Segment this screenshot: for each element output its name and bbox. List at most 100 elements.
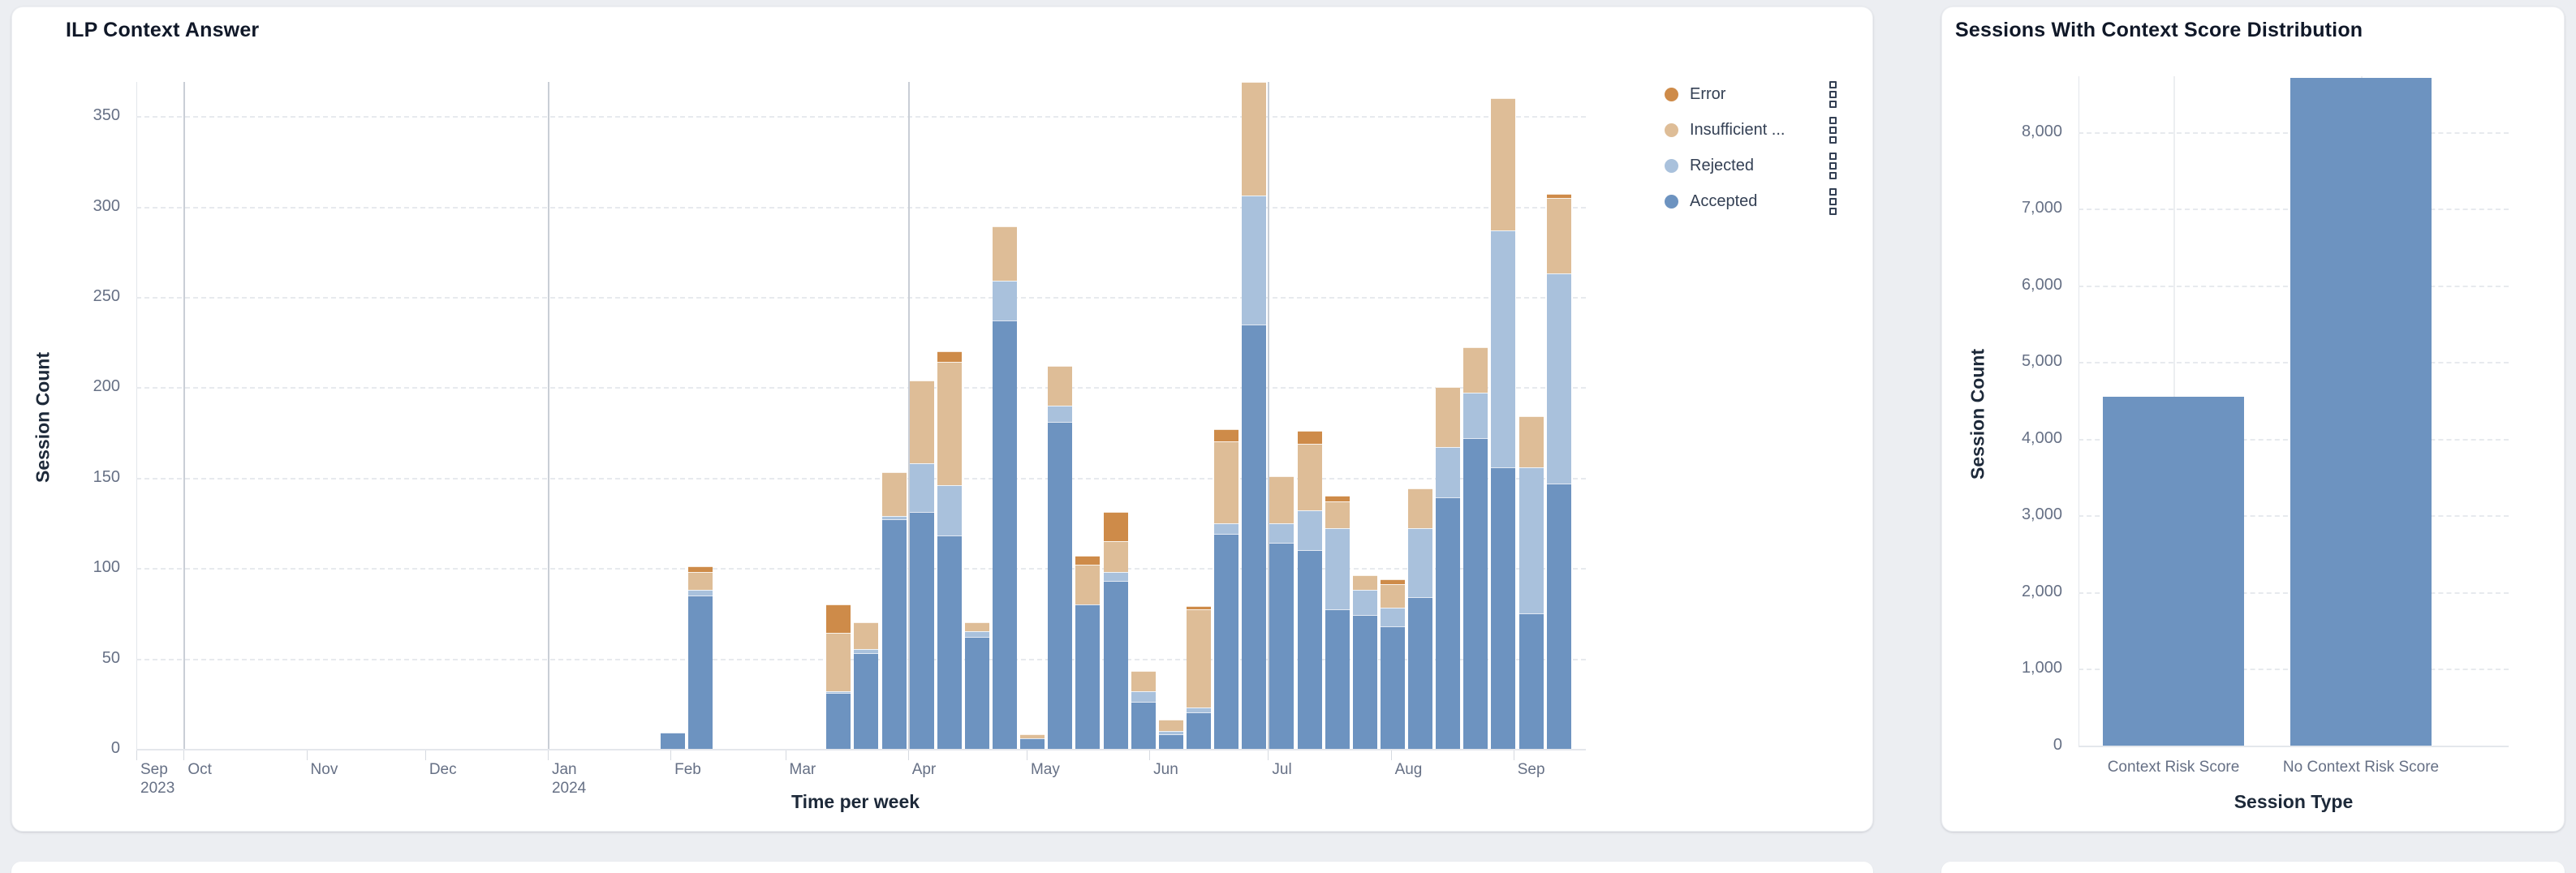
- bar-week-2024-08-26[interactable]: [1491, 98, 1516, 749]
- bar-segment-insufficient[interactable]: [1436, 387, 1461, 447]
- bar-segment-accepted[interactable]: [1214, 533, 1239, 749]
- bar-segment-accepted[interactable]: [1048, 421, 1073, 749]
- bar-segment-accepted[interactable]: [964, 636, 989, 749]
- bar-week-2024-04-01[interactable]: [909, 380, 934, 749]
- bar-segment-error[interactable]: [1187, 606, 1212, 610]
- bar-segment-insufficient[interactable]: [1380, 584, 1405, 609]
- bar-segment-insufficient[interactable]: [1158, 720, 1183, 731]
- bar-segment-insufficient[interactable]: [937, 362, 962, 485]
- bar-segment-accepted[interactable]: [1158, 734, 1183, 749]
- bar-segment-accepted[interactable]: [1491, 467, 1516, 749]
- bar-segment-accepted[interactable]: [1020, 738, 1045, 749]
- bar-segment-rejected[interactable]: [1463, 393, 1488, 438]
- bar-segment-insufficient[interactable]: [1463, 347, 1488, 393]
- bar-segment-insufficient[interactable]: [1020, 734, 1045, 738]
- bar-segment-insufficient[interactable]: [881, 472, 907, 516]
- bar-week-2024-08-05[interactable]: [1408, 488, 1433, 749]
- bar-week-2024-04-15[interactable]: [964, 622, 989, 749]
- legend-item-error[interactable]: Error: [1665, 76, 1837, 112]
- bar-segment-insufficient[interactable]: [1131, 671, 1156, 691]
- bar-segment-rejected[interactable]: [1242, 196, 1267, 325]
- bar-segment-rejected[interactable]: [937, 484, 962, 536]
- bar-segment-insufficient[interactable]: [1103, 540, 1128, 572]
- bar-week-2024-04-29[interactable]: [1020, 734, 1045, 749]
- bar-segment-insufficient[interactable]: [687, 571, 713, 590]
- bar-segment-insufficient[interactable]: [854, 622, 879, 650]
- bar-segment-rejected[interactable]: [1297, 510, 1322, 550]
- bar-segment-rejected[interactable]: [1518, 467, 1544, 613]
- bar-segment-insufficient[interactable]: [1518, 416, 1544, 467]
- bar-week-2024-07-15[interactable]: [1325, 496, 1350, 749]
- bar-segment-accepted[interactable]: [660, 732, 685, 749]
- legend-item-rejected[interactable]: Rejected: [1665, 148, 1837, 183]
- bar-week-2024-05-06[interactable]: [1048, 365, 1073, 749]
- bar-week-2024-09-09[interactable]: [1546, 194, 1571, 749]
- bar-segment-rejected[interactable]: [1352, 589, 1377, 616]
- bar-segment-error[interactable]: [1297, 430, 1322, 444]
- bar-segment-rejected[interactable]: [1380, 608, 1405, 626]
- bar-segment-accepted[interactable]: [1297, 549, 1322, 749]
- bar-week-2024-07-01[interactable]: [1269, 475, 1294, 749]
- bar-week-2024-07-22[interactable]: [1352, 575, 1377, 749]
- bar-segment-accepted[interactable]: [826, 692, 851, 749]
- legend-item-accepted[interactable]: Accepted: [1665, 183, 1837, 219]
- bar-segment-accepted[interactable]: [1269, 543, 1294, 749]
- bar-segment-insufficient[interactable]: [1546, 197, 1571, 274]
- bar-week-2024-04-08[interactable]: [937, 350, 962, 749]
- bar-segment-accepted[interactable]: [993, 320, 1018, 749]
- bar-segment-insufficient[interactable]: [1242, 82, 1267, 196]
- bar-week-2024-06-24[interactable]: [1242, 82, 1267, 749]
- bar-segment-insufficient[interactable]: [1048, 365, 1073, 406]
- bar-week-2024-08-19[interactable]: [1463, 347, 1488, 749]
- bar-segment-error[interactable]: [1546, 194, 1571, 198]
- bar-week-2024-06-10[interactable]: [1187, 606, 1212, 749]
- bar-segment-accepted[interactable]: [1103, 580, 1128, 749]
- legend-item-insufficient[interactable]: Insufficient ...: [1665, 112, 1837, 148]
- bar-segment-accepted[interactable]: [1352, 615, 1377, 749]
- bar-segment-accepted[interactable]: [1518, 613, 1544, 749]
- bar-week-2024-05-13[interactable]: [1075, 555, 1101, 749]
- bar-segment-insufficient[interactable]: [993, 226, 1018, 282]
- bar-segment-error[interactable]: [687, 566, 713, 572]
- bar-segment-rejected[interactable]: [881, 515, 907, 520]
- bar-week-2024-02-05[interactable]: [687, 566, 713, 749]
- bar-segment-accepted[interactable]: [937, 535, 962, 749]
- bar-week-2024-06-17[interactable]: [1214, 428, 1239, 749]
- bar-segment-rejected[interactable]: [854, 649, 879, 653]
- bar-segment-accepted[interactable]: [687, 595, 713, 749]
- bar-segment-rejected[interactable]: [1269, 523, 1294, 544]
- bar-segment-error[interactable]: [1380, 578, 1405, 585]
- bar-segment-accepted[interactable]: [1187, 712, 1212, 749]
- bar-segment-rejected[interactable]: [1187, 707, 1212, 713]
- bar-week-2024-05-20[interactable]: [1103, 512, 1128, 749]
- bar-segment-accepted[interactable]: [1380, 626, 1405, 749]
- bar-segment-insufficient[interactable]: [1325, 501, 1350, 529]
- bar-segment-accepted[interactable]: [1463, 437, 1488, 749]
- bar-week-2024-08-12[interactable]: [1436, 387, 1461, 749]
- legend-drag-handle-icon[interactable]: [1829, 187, 1837, 215]
- bar-week-2024-06-03[interactable]: [1158, 720, 1183, 749]
- bar-context-risk-score[interactable]: [2103, 396, 2244, 746]
- bar-segment-accepted[interactable]: [1131, 702, 1156, 749]
- bar-segment-rejected[interactable]: [909, 463, 934, 513]
- legend-drag-handle-icon[interactable]: [1829, 152, 1837, 179]
- bar-segment-insufficient[interactable]: [964, 622, 989, 632]
- bar-segment-error[interactable]: [1103, 512, 1128, 541]
- bar-segment-rejected[interactable]: [1408, 528, 1433, 597]
- bar-week-2024-03-25[interactable]: [881, 472, 907, 749]
- bar-segment-rejected[interactable]: [687, 589, 713, 596]
- legend-drag-handle-icon[interactable]: [1829, 116, 1837, 144]
- bar-segment-rejected[interactable]: [1546, 273, 1571, 484]
- bar-segment-rejected[interactable]: [1048, 405, 1073, 422]
- bar-segment-rejected[interactable]: [993, 281, 1018, 321]
- bar-segment-rejected[interactable]: [1325, 528, 1350, 610]
- bar-segment-insufficient[interactable]: [1269, 475, 1294, 523]
- bar-segment-rejected[interactable]: [1436, 447, 1461, 498]
- bar-segment-rejected[interactable]: [964, 631, 989, 637]
- bar-segment-accepted[interactable]: [1075, 604, 1101, 749]
- bar-week-2024-03-11[interactable]: [826, 604, 851, 749]
- bar-week-2024-07-29[interactable]: [1380, 578, 1405, 749]
- bar-segment-rejected[interactable]: [1158, 730, 1183, 735]
- bar-week-2024-05-27[interactable]: [1131, 671, 1156, 749]
- bar-segment-insufficient[interactable]: [826, 633, 851, 691]
